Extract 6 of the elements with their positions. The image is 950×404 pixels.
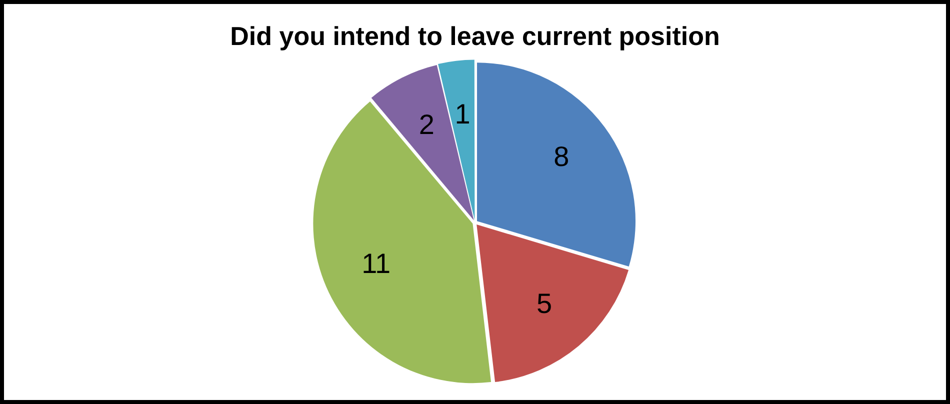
data-label: 2	[418, 109, 434, 140]
chart-title: Did you intend to leave current position	[230, 20, 720, 51]
data-label: 1	[454, 98, 470, 130]
data-label: 8	[554, 141, 570, 172]
data-label: 5	[536, 288, 552, 319]
data-label: 11	[362, 248, 391, 279]
